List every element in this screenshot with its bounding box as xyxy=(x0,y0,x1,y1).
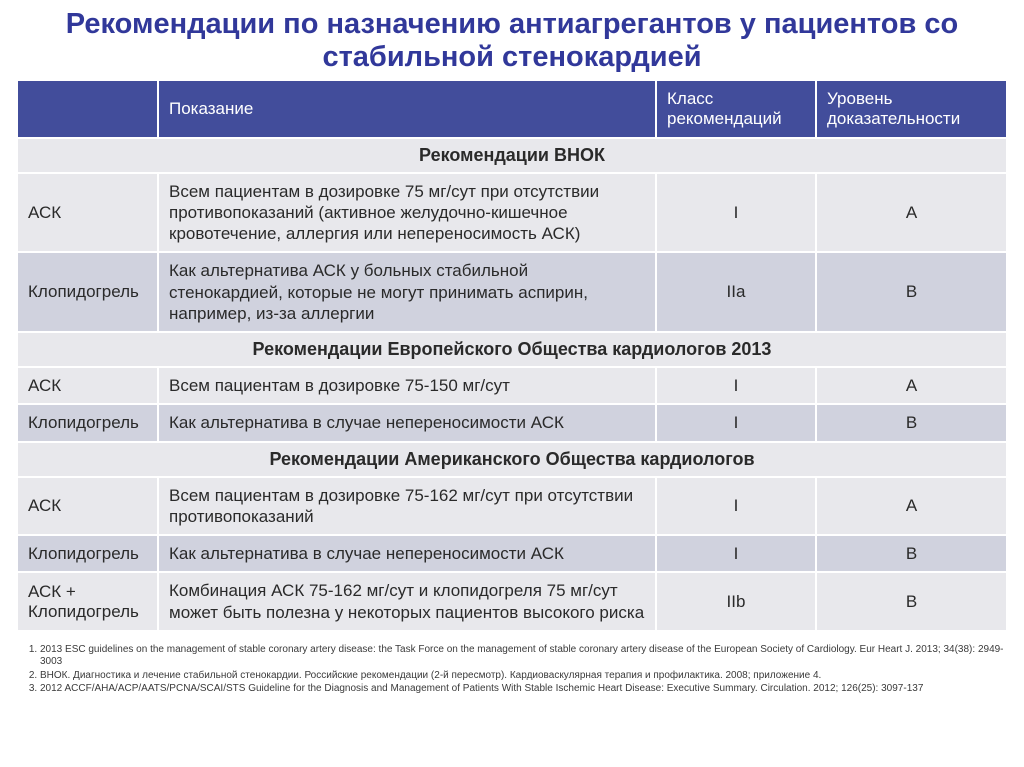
cell-indication: Как альтернатива АСК у больных стабильно… xyxy=(158,252,656,332)
cell-drug: АСК xyxy=(18,477,158,536)
table-row: КлопидогрельКак альтернатива в случае не… xyxy=(18,404,1006,441)
table-row: КлопидогрельКак альтернатива АСК у больн… xyxy=(18,252,1006,332)
cell-level: B xyxy=(816,535,1006,572)
table-row: АСКВсем пациентам в дозировке 75-150 мг/… xyxy=(18,367,1006,404)
cell-drug: Клопидогрель xyxy=(18,535,158,572)
table-body: Рекомендации ВНОКАСКВсем пациентам в доз… xyxy=(18,138,1006,630)
cell-class: I xyxy=(656,404,816,441)
cell-level: A xyxy=(816,173,1006,253)
section-header-row: Рекомендации Американского Общества кард… xyxy=(18,442,1006,477)
cell-drug: АСК xyxy=(18,367,158,404)
cell-indication: Как альтернатива в случае непереносимост… xyxy=(158,535,656,572)
section-title: Рекомендации ВНОК xyxy=(18,138,1006,173)
th-indication: Показание xyxy=(158,81,656,138)
cell-class: IIa xyxy=(656,252,816,332)
reference-item: 2013 ESC guidelines on the management of… xyxy=(40,644,1006,669)
table-row: АСКВсем пациентам в дозировке 75 мг/сут … xyxy=(18,173,1006,253)
cell-class: I xyxy=(656,477,816,536)
cell-indication: Как альтернатива в случае непереносимост… xyxy=(158,404,656,441)
table-row: АСКВсем пациентам в дозировке 75-162 мг/… xyxy=(18,477,1006,536)
section-title: Рекомендации Американского Общества кард… xyxy=(18,442,1006,477)
recommendations-table: Показание Класс рекомендаций Уровень док… xyxy=(18,81,1006,630)
slide: Рекомендации по назначению антиагреганто… xyxy=(0,0,1024,767)
th-level: Уровень доказательности xyxy=(816,81,1006,138)
section-title: Рекомендации Европейского Общества карди… xyxy=(18,332,1006,367)
section-header-row: Рекомендации ВНОК xyxy=(18,138,1006,173)
table-row: КлопидогрельКак альтернатива в случае не… xyxy=(18,535,1006,572)
cell-drug: Клопидогрель xyxy=(18,404,158,441)
cell-drug: АСК + Клопидогрель xyxy=(18,572,158,630)
reference-item: 2012 ACCF/AHA/ACP/AATS/PCNA/SCAI/STS Gui… xyxy=(40,683,1006,696)
references-list: 2013 ESC guidelines on the management of… xyxy=(18,644,1006,696)
table-header-row: Показание Класс рекомендаций Уровень док… xyxy=(18,81,1006,138)
cell-level: B xyxy=(816,252,1006,332)
cell-class: I xyxy=(656,173,816,253)
section-header-row: Рекомендации Европейского Общества карди… xyxy=(18,332,1006,367)
cell-drug: АСК xyxy=(18,173,158,253)
cell-level: B xyxy=(816,572,1006,630)
cell-level: A xyxy=(816,477,1006,536)
th-class: Класс рекомендаций xyxy=(656,81,816,138)
cell-class: I xyxy=(656,535,816,572)
cell-indication: Всем пациентам в дозировке 75 мг/сут при… xyxy=(158,173,656,253)
table-row: АСК + КлопидогрельКомбинация АСК 75-162 … xyxy=(18,572,1006,630)
cell-indication: Всем пациентам в дозировке 75-150 мг/сут xyxy=(158,367,656,404)
th-drug xyxy=(18,81,158,138)
page-title: Рекомендации по назначению антиагреганто… xyxy=(18,8,1006,75)
cell-level: B xyxy=(816,404,1006,441)
cell-indication: Всем пациентам в дозировке 75-162 мг/сут… xyxy=(158,477,656,536)
cell-class: IIb xyxy=(656,572,816,630)
cell-drug: Клопидогрель xyxy=(18,252,158,332)
cell-level: A xyxy=(816,367,1006,404)
cell-indication: Комбинация АСК 75-162 мг/сут и клопидогр… xyxy=(158,572,656,630)
reference-item: ВНОК. Диагностика и лечение стабильной с… xyxy=(40,670,1006,683)
cell-class: I xyxy=(656,367,816,404)
